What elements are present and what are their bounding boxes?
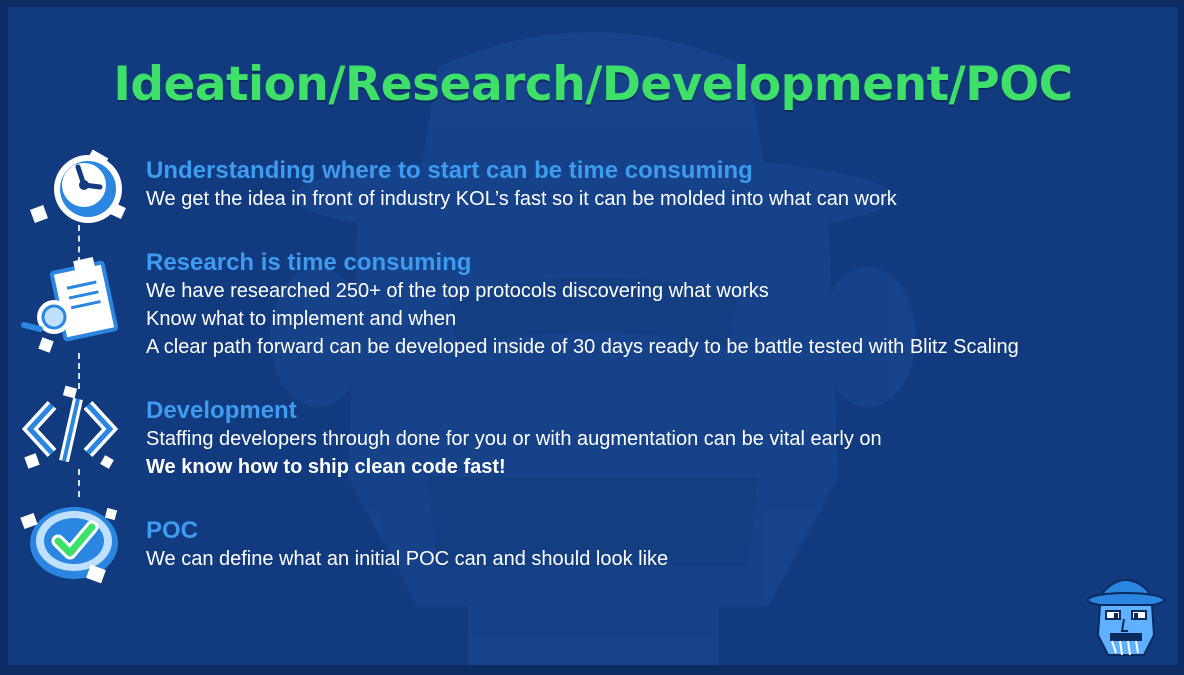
item-poc: POC We can define what an initial POC ca… [146,517,668,573]
checkmark-badge-icon [20,507,118,584]
item-heading: Development [146,397,297,424]
item-text: Know what to implement and when [146,308,457,330]
item-understanding: Understanding where to start can be time… [146,157,897,213]
timeline-connector [78,469,80,497]
timeline-connector [78,353,80,389]
item-text-emphasis: We know how to ship clean code fast! [146,456,506,478]
clipboard-magnifier-icon [21,257,119,353]
stopwatch-icon [30,149,126,223]
watermark-mascot-icon [270,32,916,665]
code-brackets-icon [22,385,119,469]
item-text: We get the idea in front of industry KOL… [146,188,897,210]
item-text: We can define what an initial POC can an… [146,548,669,570]
item-research: Research is time consuming We have resea… [146,249,1019,361]
item-text: Staffing developers through done for you… [146,428,882,450]
hat-mascot-icon [1087,579,1165,656]
item-heading: Research is time consuming [146,249,472,276]
item-development: Development Staffing developers through … [146,397,882,481]
slide: Ideation/Research/Development/POC [8,7,1178,665]
item-heading: POC [146,517,199,544]
item-text: A clear path forward can be developed in… [146,336,1019,358]
item-heading: Understanding where to start can be time… [146,157,753,184]
timeline-connector [78,225,80,263]
item-text: We have researched 250+ of the top proto… [146,280,769,302]
page-title: Ideation/Research/Development/POC [113,57,1073,112]
